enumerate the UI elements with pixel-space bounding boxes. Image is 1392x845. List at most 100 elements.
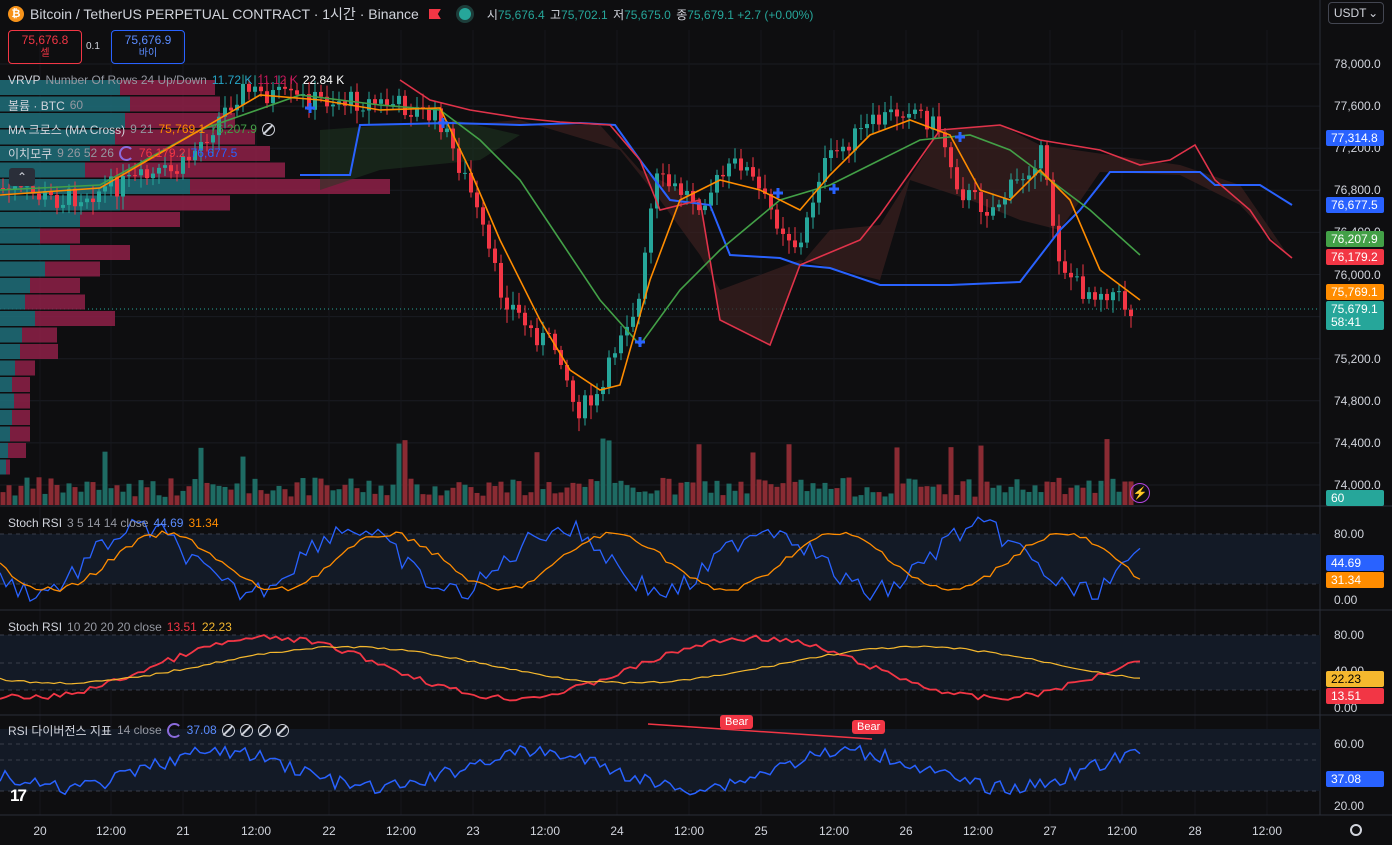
volume-bar <box>276 485 282 505</box>
sell-button[interactable]: 75,676.8 셀 <box>8 30 82 64</box>
stoch2-k-line <box>0 634 1141 702</box>
volume-bar <box>1014 479 1020 505</box>
candle <box>1105 293 1109 301</box>
volume-bar <box>462 484 468 505</box>
currency-select[interactable]: USDT ⌄ <box>1328 2 1384 24</box>
volume-bar <box>516 481 522 505</box>
volume-bar <box>30 488 36 505</box>
profile-down-row <box>8 443 26 458</box>
profile-up-row <box>0 294 25 310</box>
candle <box>931 116 935 130</box>
volume-bar <box>66 483 72 505</box>
volume-bar <box>936 484 942 505</box>
hidden-icon[interactable] <box>221 723 235 737</box>
market-status-icon <box>458 8 471 20</box>
stoch-axis-label: 0.00 <box>1334 701 1358 715</box>
candle <box>751 167 755 177</box>
volume-bar <box>996 485 1002 505</box>
rsi-line <box>0 744 1141 796</box>
volume-bar <box>534 452 540 505</box>
volume-bar <box>408 478 414 505</box>
volume-bar <box>732 490 738 505</box>
hidden-icon[interactable] <box>257 723 271 737</box>
legend-volume[interactable]: 볼륨 · BTC 60 <box>8 96 83 114</box>
candle <box>1033 168 1037 176</box>
candle <box>907 113 911 118</box>
volume-bar <box>414 484 420 505</box>
flag-icon[interactable] <box>428 9 441 19</box>
volume-bar <box>1122 481 1128 505</box>
volume-bar <box>258 490 264 505</box>
legend-stoch-rsi-2[interactable]: Stoch RSI 10 20 20 20 close 13.51 22.23 <box>8 618 232 636</box>
legend-rsi-divergence[interactable]: RSI 다이버전스 지표 14 close 37.08 <box>8 721 289 739</box>
chevron-up-icon[interactable]: ⌃ <box>9 168 35 186</box>
candle <box>1051 179 1055 226</box>
legend-ma-cross[interactable]: MA 크로스 (MA Cross) 9 21 75,769.1 76,207.9 <box>8 120 275 138</box>
volume-bar <box>930 486 936 505</box>
candle <box>307 94 311 110</box>
candle <box>535 328 539 346</box>
candle <box>55 194 59 208</box>
candle <box>199 141 203 151</box>
candle <box>91 198 95 203</box>
stoch-k-line <box>0 516 1141 603</box>
candle <box>1117 291 1121 293</box>
symbol-title[interactable]: Bitcoin / TetherUS PERPETUAL CONTRACT · … <box>30 6 419 22</box>
volume-bar <box>696 444 702 505</box>
legend-name: Stoch RSI <box>8 620 63 634</box>
volume-bar <box>270 490 276 505</box>
volume-bar <box>402 440 408 505</box>
volume-bar <box>114 485 120 505</box>
legend-ichimoku[interactable]: 이치모쿠 9 26 52 26 76,179.2 76,677.5 <box>8 144 237 162</box>
volume-bars <box>0 438 1134 505</box>
candle <box>937 116 941 133</box>
oscillator-panes <box>0 516 1141 796</box>
volume-bar <box>624 485 630 505</box>
candle <box>607 357 611 388</box>
hidden-icon[interactable] <box>239 723 253 737</box>
candle <box>31 186 35 194</box>
candle <box>97 191 101 203</box>
candle <box>115 176 119 197</box>
candle <box>619 335 623 354</box>
candle <box>457 148 461 173</box>
hidden-icon[interactable] <box>261 122 275 136</box>
candle <box>739 158 743 171</box>
lightning-icon[interactable]: ⚡ <box>1130 483 1150 503</box>
candle <box>529 325 533 329</box>
profile-up-row <box>0 278 30 293</box>
buy-button[interactable]: 75,676.9 바이 <box>111 30 185 64</box>
volume-bar <box>588 479 594 505</box>
legend-stoch-rsi-1[interactable]: Stoch RSI 3 5 14 14 close 44.69 31.34 <box>8 514 219 532</box>
candle <box>475 192 479 208</box>
volume-bar <box>18 485 24 505</box>
candle <box>577 401 581 419</box>
volume-bar <box>630 487 636 505</box>
volume-bar <box>102 451 108 505</box>
volume-bar <box>618 480 624 505</box>
volume-bar <box>744 493 750 505</box>
volume-bar <box>444 490 450 505</box>
volume-bar <box>990 487 996 505</box>
profile-up-row <box>0 344 20 359</box>
volume-bar <box>366 480 372 505</box>
volume-bar <box>342 484 348 505</box>
volume-bar <box>120 491 126 505</box>
tradingview-logo[interactable]: 17 <box>10 786 27 805</box>
candle <box>379 99 383 104</box>
volume-bar <box>456 482 462 505</box>
legend-value: 11.12 K <box>257 73 298 87</box>
volume-bar <box>966 479 972 505</box>
candle <box>1039 145 1043 169</box>
legend-vrvp[interactable]: VRVP Number Of Rows 24 Up/Down 11.72 K 1… <box>8 71 344 89</box>
candle <box>979 192 983 213</box>
volume-bar <box>174 495 180 505</box>
cross-marker <box>955 132 965 142</box>
volume-bar <box>1098 480 1104 505</box>
volume-bar <box>828 488 834 505</box>
rsi-band <box>0 729 1320 791</box>
hidden-icon[interactable] <box>275 723 289 737</box>
gear-icon[interactable] <box>1350 824 1362 836</box>
volume-bar <box>642 491 648 505</box>
